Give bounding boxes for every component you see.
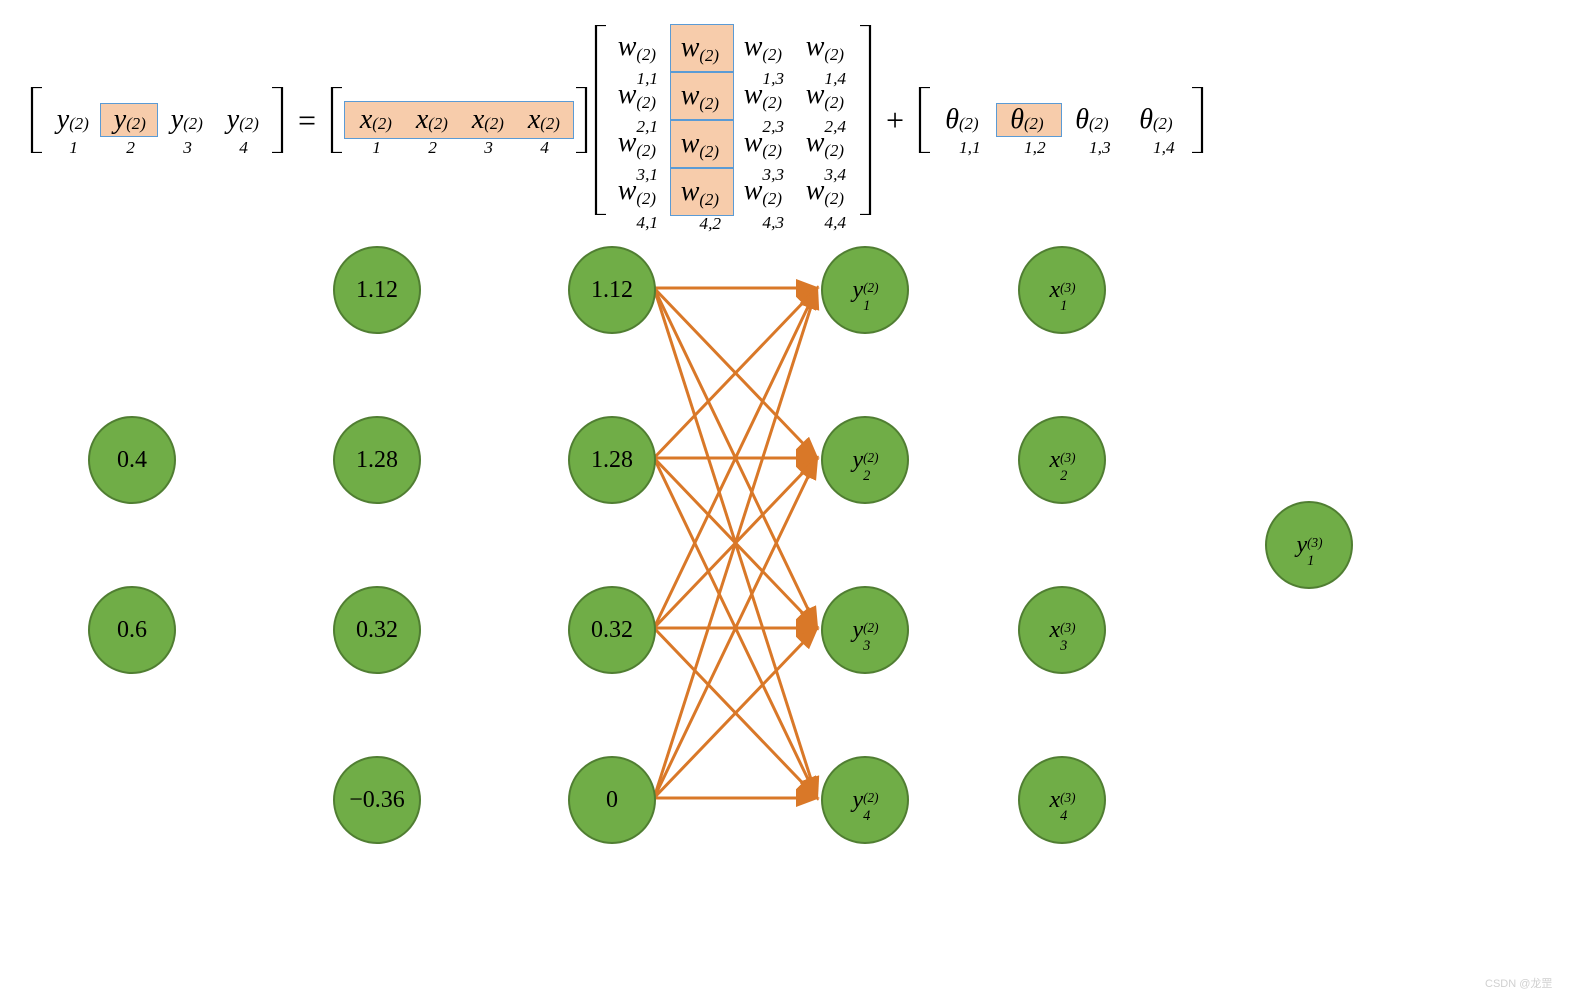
x3-node-2: x(3)3: [1018, 586, 1106, 674]
term-w4,4: w(2)4,4: [796, 168, 858, 216]
term-w3,1: w(2)3,1: [608, 120, 670, 168]
term-θ1,3: θ(2)1,3: [1062, 104, 1126, 136]
term-x2: x(2)2: [403, 104, 459, 136]
term-w3,4: w(2)3,4: [796, 120, 858, 168]
x3-node-3: x(3)4: [1018, 756, 1106, 844]
term-w3,3: w(2)3,3: [734, 120, 796, 168]
h2left-node-0: 1.12: [568, 246, 656, 334]
term-w2,4: w(2)2,4: [796, 72, 858, 120]
edge-2-0: [654, 288, 817, 628]
term-w4,1: w(2)4,1: [608, 168, 670, 216]
h2right-node-3: y(2)4: [821, 756, 909, 844]
h1-node-1: 1.28: [333, 416, 421, 504]
term-x1: x(2)1: [347, 104, 403, 136]
term-w4,3: w(2)4,3: [734, 168, 796, 216]
term-w2,3: w(2)2,3: [734, 72, 796, 120]
h2right-node-0: y(2)1: [821, 246, 909, 334]
h2right-node-1: y(2)2: [821, 416, 909, 504]
edge-3-1: [654, 458, 817, 798]
term-θ1,1: θ(2)1,1: [932, 104, 996, 136]
term-θ1,4: θ(2)1,4: [1126, 104, 1190, 136]
term-x3: x(2)3: [459, 104, 515, 136]
h2left-node-1: 1.28: [568, 416, 656, 504]
edge-3-2: [654, 628, 817, 798]
term-x4: x(2)4: [515, 104, 571, 136]
term-w1,1: w(2)1,1: [608, 24, 670, 72]
h2left-node-2: 0.32: [568, 586, 656, 674]
edge-2-1: [654, 458, 817, 628]
edge-0-1: [654, 288, 817, 458]
input-node-0: 0.4: [88, 416, 176, 504]
term-w1,3: w(2)1,3: [734, 24, 796, 72]
h1-node-0: 1.12: [333, 246, 421, 334]
x3-node-0: x(3)1: [1018, 246, 1106, 334]
term-w1,2: w(2)1,2: [670, 24, 734, 72]
matrix-equation: y(2)1y(2)2y(2)3y(2)4=x(2)1x(2)2x(2)3x(2)…: [30, 20, 1380, 230]
term-w2,2: w(2)2,2: [670, 72, 734, 120]
term-w1,4: w(2)1,4: [796, 24, 858, 72]
term-w3,2: w(2)3,2: [670, 120, 734, 168]
edge-3-0: [654, 288, 817, 798]
edge-0-3: [654, 288, 817, 798]
h1-node-3: −0.36: [333, 756, 421, 844]
x3-node-1: x(3)2: [1018, 416, 1106, 504]
term-y1: y(2)1: [44, 104, 100, 136]
watermark: CSDN @龙罡: [1485, 975, 1552, 991]
term-y2: y(2)2: [100, 103, 158, 137]
term-w2,1: w(2)2,1: [608, 72, 670, 120]
edge-0-2: [654, 288, 817, 628]
term-w4,2: w(2)4,2: [670, 168, 734, 216]
edge-1-3: [654, 458, 817, 798]
h2left-node-3: 0: [568, 756, 656, 844]
term-y4: y(2)4: [214, 104, 270, 136]
input-node-1: 0.6: [88, 586, 176, 674]
edge-1-2: [654, 458, 817, 628]
edge-1-0: [654, 288, 817, 458]
output-node-0: y(3)1: [1265, 501, 1353, 589]
h2right-node-2: y(2)3: [821, 586, 909, 674]
term-y3: y(2)3: [158, 104, 214, 136]
term-θ1,2: θ(2)1,2: [996, 103, 1062, 137]
h1-node-2: 0.32: [333, 586, 421, 674]
edge-2-3: [654, 628, 817, 798]
